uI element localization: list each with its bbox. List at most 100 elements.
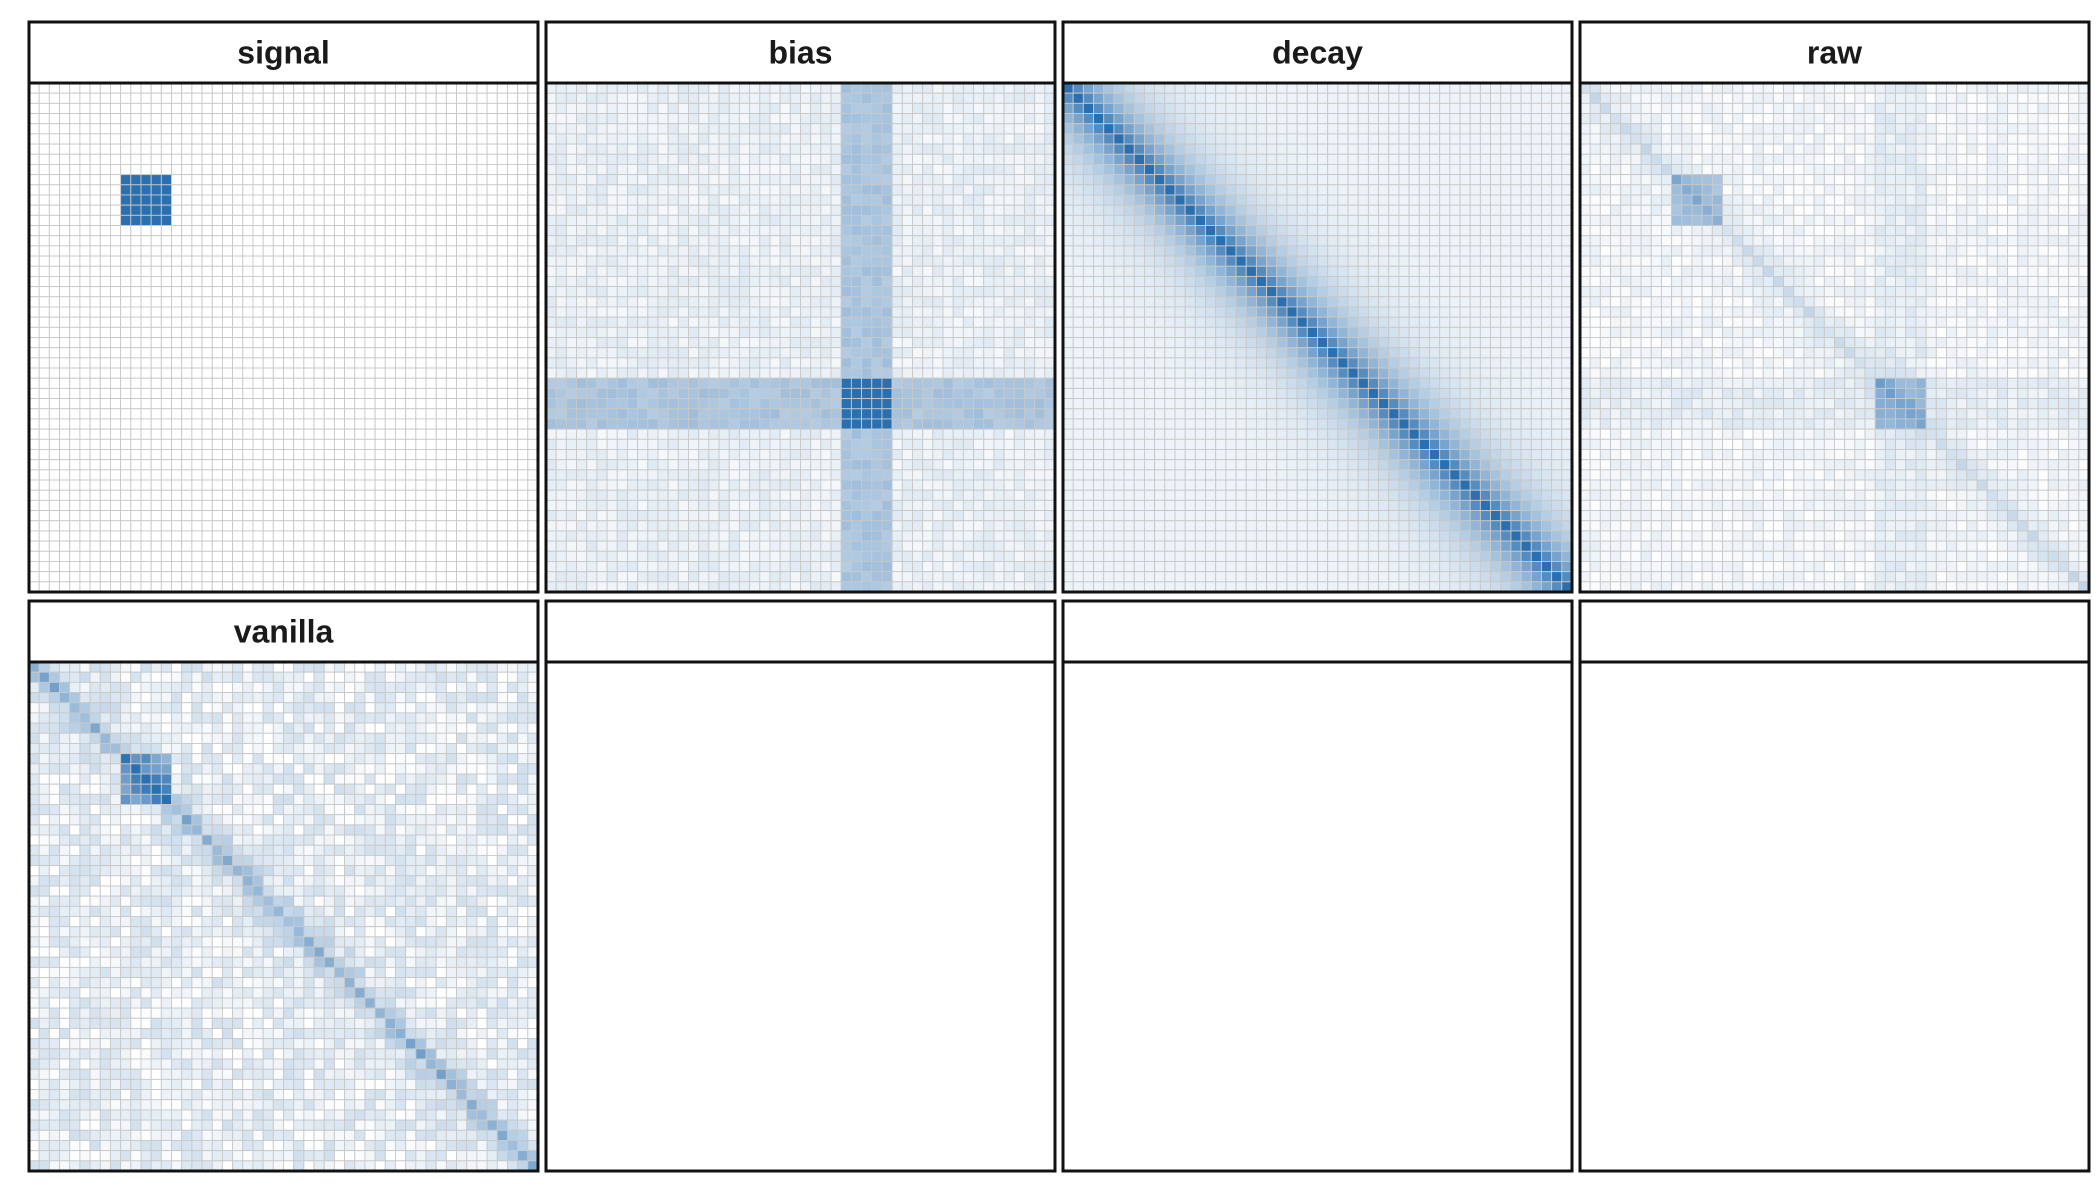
heatmap-cell (140, 449, 152, 461)
heatmap-cell (211, 133, 223, 145)
heatmap-cell (425, 255, 437, 267)
heatmap-cell (313, 326, 325, 338)
heatmap-cell (59, 581, 71, 593)
heatmap-cell (445, 561, 458, 573)
heatmap-cell (850, 113, 863, 125)
heatmap-cell (59, 550, 71, 562)
heatmap-cell (445, 275, 458, 288)
heatmap-cell (89, 357, 101, 369)
heatmap-cell (596, 184, 608, 196)
heatmap-cell (38, 214, 50, 226)
heatmap-cell (242, 286, 254, 298)
heatmap-cell (211, 174, 223, 186)
heatmap-cell (160, 357, 172, 369)
heatmap-cell (466, 113, 478, 125)
heatmap-cell (293, 377, 305, 389)
heatmap-cell (616, 347, 628, 359)
heatmap-cell (425, 102, 437, 114)
heatmap-cell (993, 540, 1005, 552)
heatmap-cell (667, 235, 679, 247)
heatmap-cell (616, 153, 628, 165)
heatmap-cell (657, 133, 669, 145)
heatmap-cell (242, 102, 254, 114)
heatmap-cell (48, 153, 60, 165)
heatmap-cell (850, 479, 863, 491)
heatmap-cell (191, 245, 203, 257)
heatmap-cell (283, 265, 295, 277)
heatmap-cell (232, 174, 244, 186)
heatmap-cell (861, 174, 873, 186)
heatmap-cell (425, 387, 437, 400)
heatmap-cell (527, 469, 539, 481)
heatmap-cell (850, 357, 863, 369)
heatmap-cell (120, 337, 132, 349)
heatmap-cell (38, 520, 50, 532)
heatmap-cell (38, 316, 50, 328)
heatmap-cell (871, 479, 883, 491)
heatmap-cell (99, 428, 111, 440)
heatmap-cell (769, 438, 781, 450)
heatmap-cell (789, 418, 801, 430)
heatmap-cell (221, 316, 234, 328)
heatmap-cell (1034, 82, 1046, 94)
heatmap-cell (606, 265, 618, 277)
heatmap-cell (262, 225, 274, 237)
heatmap-cell (374, 398, 386, 410)
heatmap-cell (576, 499, 588, 512)
heatmap-cell (962, 174, 975, 186)
heatmap-cell (99, 102, 111, 114)
heatmap-cell (486, 143, 498, 155)
heatmap-cell (861, 153, 873, 165)
heatmap-cell (466, 520, 478, 532)
heatmap-cell (779, 489, 791, 501)
heatmap-cell (344, 550, 356, 562)
heatmap-cell (150, 469, 162, 481)
heatmap-cell (160, 520, 172, 532)
heatmap-cell (171, 469, 183, 481)
heatmap-cell (191, 184, 203, 196)
heatmap-cell (840, 133, 852, 145)
heatmap-cell (1013, 387, 1025, 400)
heatmap-cell (749, 82, 761, 94)
heatmap-cell (435, 113, 447, 125)
heatmap-cell (109, 204, 122, 216)
heatmap-cell (952, 153, 964, 165)
heatmap-cell (405, 581, 417, 593)
heatmap-cell (140, 357, 152, 369)
heatmap-cell (384, 123, 396, 135)
heatmap-cell (1034, 428, 1046, 440)
heatmap-cell (779, 418, 791, 430)
heatmap-cell (688, 143, 700, 155)
heatmap-cell (1013, 540, 1025, 552)
heatmap-cell (759, 459, 771, 471)
heatmap-cell (901, 337, 913, 349)
heatmap-cell (728, 530, 740, 542)
heatmap-cell (769, 326, 781, 338)
heatmap-cell (272, 571, 284, 583)
heatmap-cell (221, 357, 234, 369)
heatmap-cell (871, 133, 883, 145)
heatmap-cell (262, 275, 274, 288)
heatmap-cell (586, 225, 598, 237)
heatmap-cell (109, 479, 122, 491)
heatmap-cell (545, 265, 557, 277)
heatmap-cell (779, 265, 791, 277)
heatmap-cell (565, 275, 577, 288)
heatmap-cell (374, 550, 386, 562)
heatmap-cell (374, 265, 386, 277)
heatmap-cell (555, 347, 567, 359)
heatmap-cell (79, 469, 91, 481)
heatmap-cell (466, 245, 478, 257)
heatmap-cell (962, 204, 975, 216)
heatmap-cell (140, 113, 152, 125)
heatmap-cell (456, 550, 468, 562)
heatmap-cell (130, 428, 142, 440)
heatmap-cell (820, 459, 832, 471)
heatmap-cell (181, 347, 193, 359)
heatmap-cell (486, 449, 498, 461)
heatmap-cell (28, 398, 40, 410)
heatmap-cell (891, 520, 903, 532)
heatmap-cell (555, 214, 567, 226)
heatmap-cell (759, 377, 771, 389)
heatmap-cell (901, 530, 913, 542)
